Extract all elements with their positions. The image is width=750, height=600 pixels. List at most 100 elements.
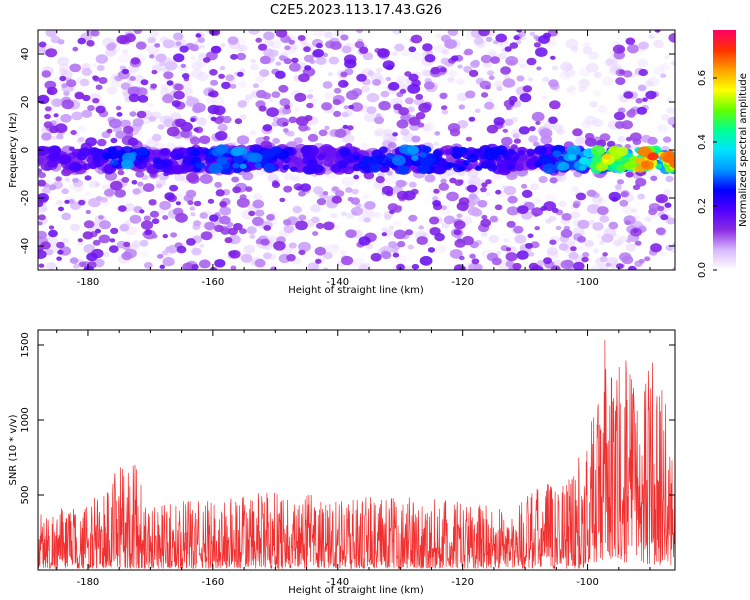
spectrogram-cell: [560, 229, 573, 238]
spectrogram-cell: [372, 79, 382, 86]
spectrogram-cell: [434, 131, 441, 136]
spectrogram-cell: [615, 146, 629, 157]
spectrogram-cell: [392, 252, 400, 258]
spectrogram-cell: [62, 238, 69, 244]
spectrogram-cell: [415, 93, 424, 100]
spectrogram-cell: [91, 63, 98, 68]
spectrogram-cell: [608, 221, 619, 230]
spectrogram-cell: [263, 163, 276, 173]
spectrogram-cell: [157, 253, 164, 259]
spectrogram-cell: [184, 87, 194, 95]
spectrogram-cell: [528, 135, 539, 143]
spectrogram-cell: [631, 208, 638, 213]
spectrogram-cell: [199, 212, 208, 219]
spectrogram-cell: [514, 164, 524, 172]
spectrogram-cell: [197, 37, 205, 43]
spectrogram-cell: [392, 30, 402, 35]
spectrogram-cell: [252, 199, 265, 209]
spectrogram-cell: [53, 113, 59, 118]
spectrogram-cell: [473, 263, 483, 270]
spectrogram-cell: [324, 31, 333, 39]
spectrogram-cell: [176, 245, 187, 254]
spectrogram-cell: [550, 265, 561, 270]
spectrogram-cell: [139, 250, 149, 258]
snr-series: [38, 339, 675, 570]
spectrogram-cell: [449, 128, 461, 137]
spectrogram-cell: [509, 101, 515, 106]
spectrogram-cell: [516, 75, 525, 82]
spectrogram-cell: [77, 238, 83, 243]
spectrogram-cell: [86, 40, 95, 47]
spectrogram-cell: [512, 133, 520, 139]
spectrogram-cell: [534, 145, 547, 155]
spectrogram-cell: [542, 32, 552, 39]
spectrogram-cell: [246, 153, 258, 162]
spectrogram-cell: [68, 199, 75, 204]
x-tick-label: -100: [576, 277, 599, 288]
spectrogram-cell: [209, 214, 219, 222]
spectrogram-cell: [298, 73, 310, 83]
spectrogram-cell: [408, 51, 422, 61]
spectrogram-cell: [386, 170, 393, 176]
spectrogram-cell: [48, 184, 57, 191]
colorbar-tick-label: 0.2: [697, 198, 708, 214]
spectrogram-cell: [117, 170, 125, 176]
spectrogram-cell: [634, 240, 642, 246]
spectrogram-cell: [666, 97, 672, 103]
spectrogram-cell: [293, 107, 300, 112]
spectrogram-cell: [275, 61, 282, 66]
spectrogram-cell: [488, 75, 495, 81]
spectrogram-cell: [72, 177, 79, 183]
spectrogram-cell: [605, 262, 612, 267]
spectrogram-cell: [334, 128, 347, 138]
spectrogram-cell: [666, 217, 675, 225]
spectrogram-cell: [527, 77, 534, 82]
spectrogram-cell: [259, 55, 271, 65]
spectrogram-cell: [496, 159, 507, 168]
spectrogram-cell: [222, 115, 232, 124]
spectrogram-cell: [343, 105, 349, 110]
spectrogram-cell: [391, 51, 398, 56]
spectrogram-cell: [411, 263, 420, 270]
spectrogram-cell: [551, 65, 559, 71]
spectrogram-cell: [457, 64, 463, 69]
spectrogram-cell: [548, 116, 558, 124]
spectrogram-cell: [480, 218, 492, 228]
spectrogram-cell: [366, 106, 377, 114]
spectrogram-cell: [534, 161, 542, 168]
spectrogram-cell: [344, 59, 357, 69]
spectrogram-cell: [441, 109, 449, 115]
spectrogram-cell: [419, 155, 434, 167]
spectrogram-cell: [444, 149, 453, 155]
spectrogram-cell: [614, 121, 625, 129]
spectrogram-cell: [175, 152, 185, 160]
spectrogram-cell: [340, 34, 349, 41]
spectrogram-cell: [108, 245, 119, 253]
spectrogram-cell: [468, 69, 479, 77]
spectrogram-cell: [490, 56, 500, 64]
spectrogram-cell: [335, 190, 345, 197]
spectrogram-cell: [210, 79, 219, 86]
colorbar: 0.0 0.2 0.4 0.6 Normalized spectral amplitu…: [697, 30, 749, 278]
spectrogram-cell: [271, 181, 281, 188]
spectrogram-cell: [342, 124, 349, 129]
spectrogram-cell: [601, 76, 615, 87]
snr-x-label: Height of straight line (km): [288, 585, 424, 596]
spectrogram-cell: [672, 267, 675, 270]
spectrogram-cell: [489, 215, 498, 222]
spectrogram-cell: [397, 240, 406, 248]
spectrogram-cell: [568, 241, 576, 247]
spectrogram-cell: [577, 219, 590, 229]
spectrogram-cell: [505, 247, 512, 252]
spectrogram-cell: [670, 61, 675, 66]
spectrogram-cell: [330, 213, 338, 219]
spectrogram-cell: [510, 144, 518, 150]
spectrogram-cell: [474, 148, 482, 154]
spectrogram-cell: [263, 135, 270, 141]
spectrogram-cell: [422, 43, 433, 52]
spectrogram-cell: [655, 194, 668, 204]
spectrogram-cell: [171, 164, 185, 175]
spectrogram-cell: [323, 91, 335, 100]
spectrogram-cell: [444, 39, 457, 49]
spectrogram-cell: [466, 184, 478, 193]
